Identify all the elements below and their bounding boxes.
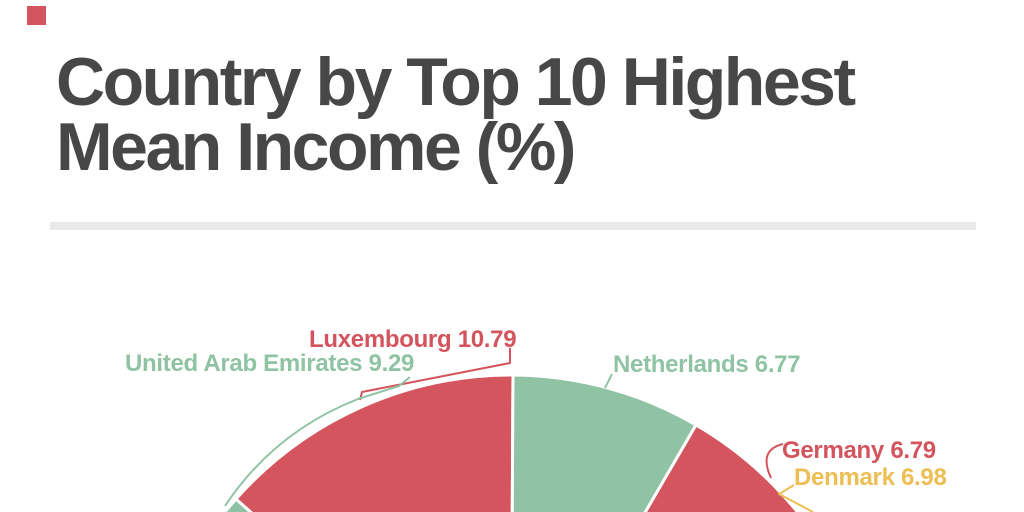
leader-line-united-arab-emirates — [224, 376, 411, 507]
pie-slice-germany — [643, 422, 800, 512]
slice-label-germany: Germany 6.79 — [782, 437, 936, 464]
page-title-line1: Country by Top 10 Highest — [56, 44, 856, 120]
slice-label-denmark: Denmark 6.98 — [794, 464, 947, 491]
pie-slice-luxembourg — [233, 373, 515, 512]
title-divider — [50, 222, 976, 230]
pie-slice-united-arab-emirates — [223, 496, 253, 512]
slice-label-united-arab-emirates: United Arab Emirates 9.29 — [125, 350, 415, 377]
leader-line-netherlands — [604, 373, 613, 389]
leader-line-denmark — [778, 484, 814, 512]
pie-slice-netherlands — [510, 373, 699, 512]
page-title: Country by Top 10 Highest Mean Income (%… — [56, 44, 996, 185]
leader-line-germany — [765, 443, 784, 479]
logo-mark — [27, 6, 46, 25]
slice-label-netherlands: Netherlands 6.77 — [613, 351, 801, 378]
page-title-line2: Mean Income (%) — [56, 109, 576, 185]
slice-label-luxembourg: Luxembourg 10.79 — [309, 326, 517, 353]
leader-line-luxembourg — [359, 348, 511, 401]
